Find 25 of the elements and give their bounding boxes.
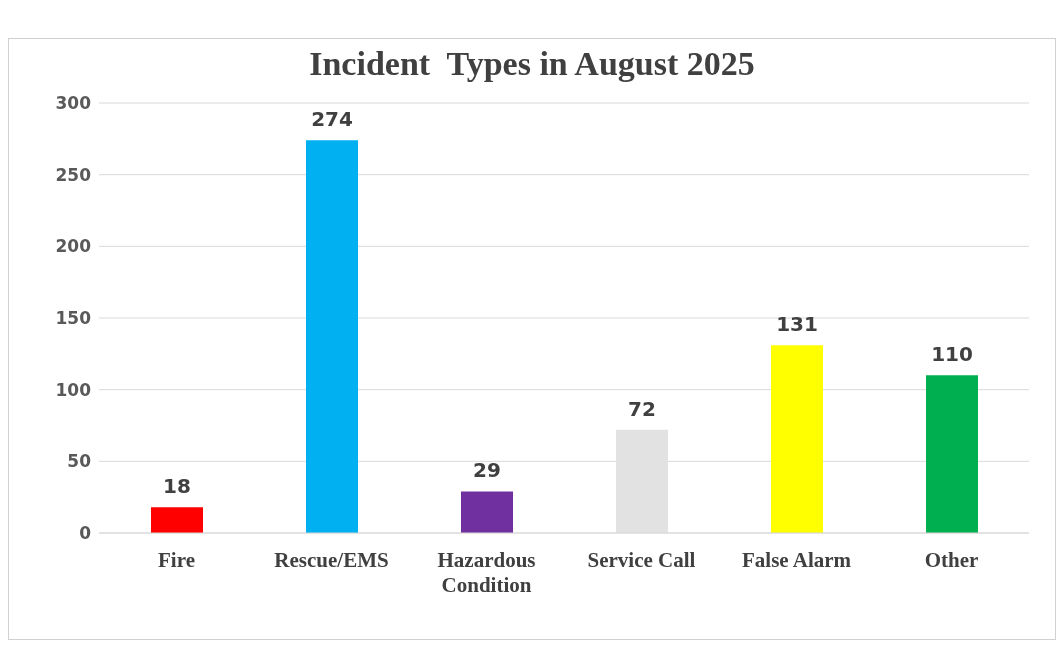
y-tick-label: 100 [55, 379, 92, 400]
data-label: 29 [473, 458, 501, 483]
data-label: 131 [776, 312, 818, 337]
x-tick-label: Service Call [587, 548, 696, 572]
data-label: 110 [931, 342, 973, 367]
y-tick-label: 150 [55, 308, 92, 329]
bar [151, 507, 203, 533]
bar [461, 491, 513, 533]
x-tick-label: False Alarm [741, 548, 852, 572]
data-label: 18 [163, 474, 191, 499]
y-tick-label: 300 [55, 93, 92, 114]
x-tick-label: Rescue/EMS [274, 548, 389, 572]
data-label: 72 [628, 396, 656, 421]
bar [306, 140, 358, 533]
x-tick-label: Hazardous Condition [437, 548, 536, 597]
y-tick-label: 0 [79, 523, 92, 544]
x-tick-label: Other [924, 548, 979, 572]
y-tick-label: 250 [55, 164, 92, 185]
chart-title: Incident Types in August 2025 [308, 45, 756, 83]
y-tick-label: 50 [67, 451, 92, 472]
data-label: 274 [311, 107, 353, 132]
bar [771, 345, 823, 533]
y-tick-label: 200 [55, 236, 92, 257]
bar [926, 375, 978, 533]
x-tick-label: Fire [158, 548, 195, 572]
